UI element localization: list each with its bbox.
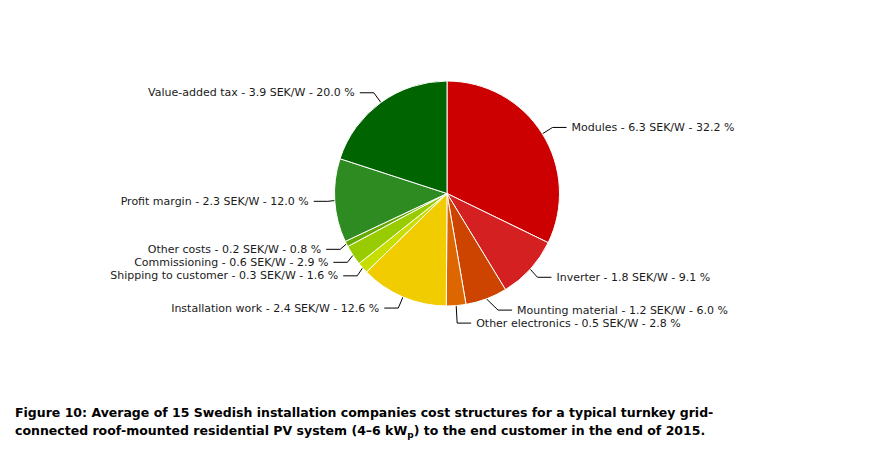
svg-text:Other costs - 0.2 SEK/W - 0.8: Other costs - 0.2 SEK/W - 0.8 %	[148, 243, 321, 256]
svg-text:Profit margin - 2.3 SEK/W - 12: Profit margin - 2.3 SEK/W - 12.0 %	[121, 195, 309, 208]
svg-text:Mounting material - 1.2 SEK/W: Mounting material - 1.2 SEK/W - 6.0 %	[517, 304, 728, 317]
svg-text:p: p	[407, 429, 414, 440]
svg-text:Figure 10: Average of 15 Swedi: Figure 10: Average of 15 Swedish install…	[15, 405, 713, 420]
svg-text:Commissioning - 0.6 SEK/W - 2.: Commissioning - 0.6 SEK/W - 2.9 %	[134, 256, 328, 269]
svg-text:Inverter - 1.8 SEK/W - 9.1 %: Inverter - 1.8 SEK/W - 9.1 %	[556, 271, 710, 284]
svg-text:connected roof-mounted residen: connected roof-mounted residential PV sy…	[15, 423, 407, 438]
svg-text:Shipping to customer - 0.3 SEK: Shipping to customer - 0.3 SEK/W - 1.6 %	[110, 269, 338, 282]
svg-text:Value-added tax - 3.9 SEK/W -: Value-added tax - 3.9 SEK/W - 20.0 %	[148, 86, 355, 99]
svg-text:Other electronics - 0.5 SEK/W: Other electronics - 0.5 SEK/W - 2.8 %	[476, 317, 681, 330]
svg-text:Modules - 6.3 SEK/W - 32.2 %: Modules - 6.3 SEK/W - 32.2 %	[572, 121, 735, 134]
svg-text:Installation work - 2.4 SEK/W: Installation work - 2.4 SEK/W - 12.6 %	[171, 302, 379, 315]
svg-text:) to the end customer in the e: ) to the end customer in the end of 2015…	[414, 423, 706, 438]
